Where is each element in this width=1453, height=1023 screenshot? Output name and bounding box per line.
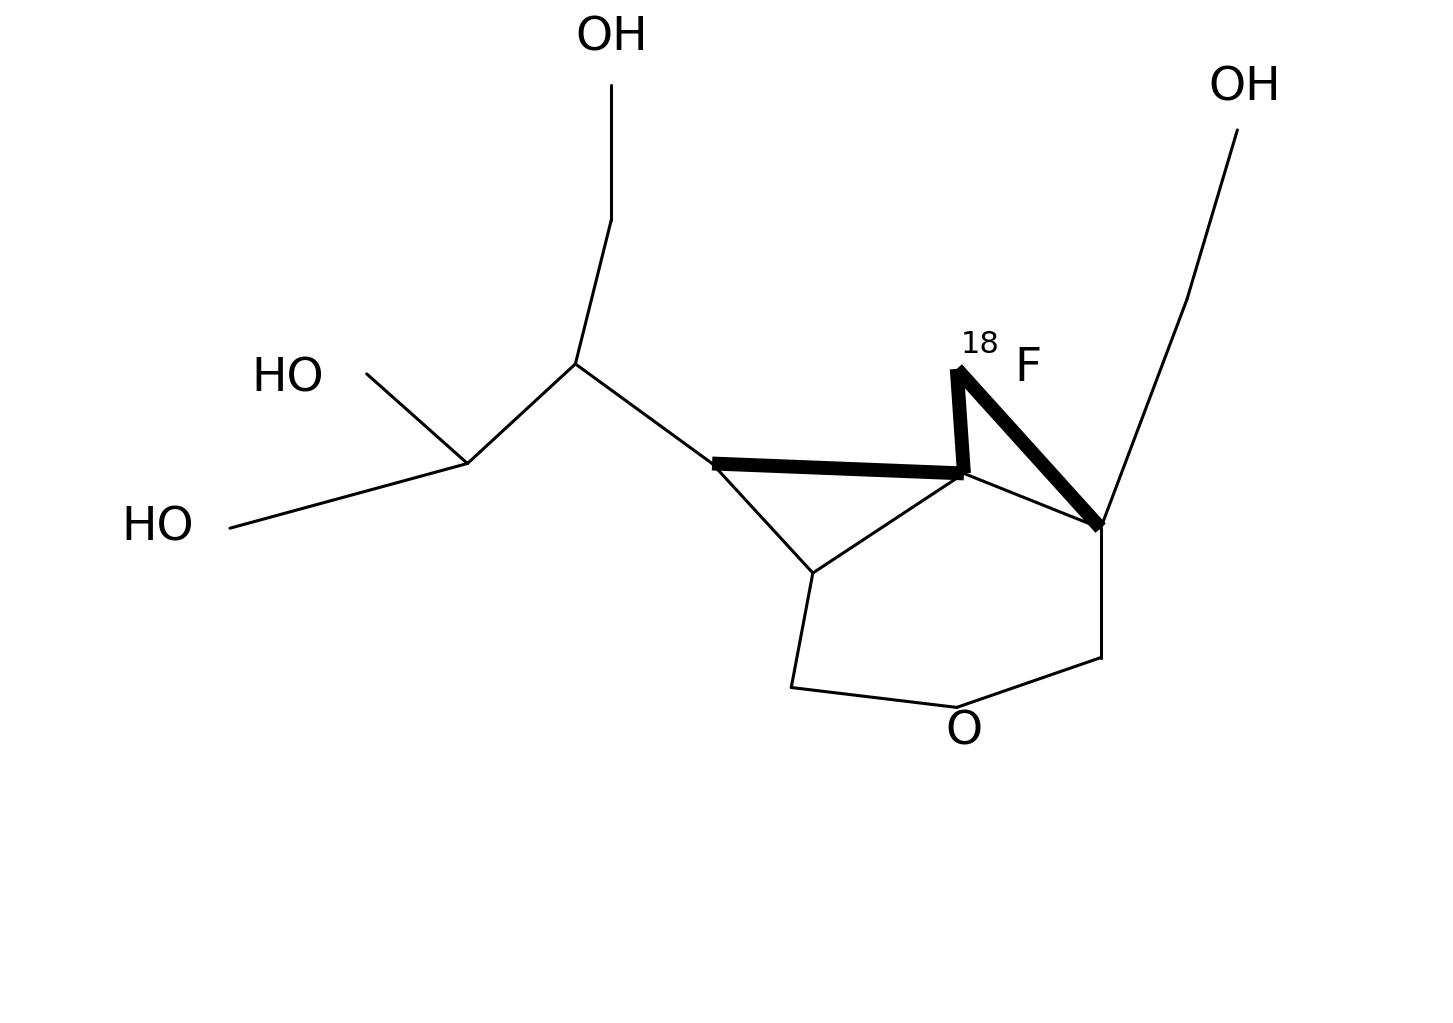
Text: F: F: [1014, 347, 1042, 392]
Text: O: O: [946, 710, 982, 755]
Text: HO: HO: [122, 505, 195, 550]
Text: HO: HO: [251, 356, 324, 401]
Text: OH: OH: [1209, 65, 1282, 110]
Text: OH: OH: [575, 15, 648, 60]
Text: 18: 18: [960, 330, 1000, 359]
